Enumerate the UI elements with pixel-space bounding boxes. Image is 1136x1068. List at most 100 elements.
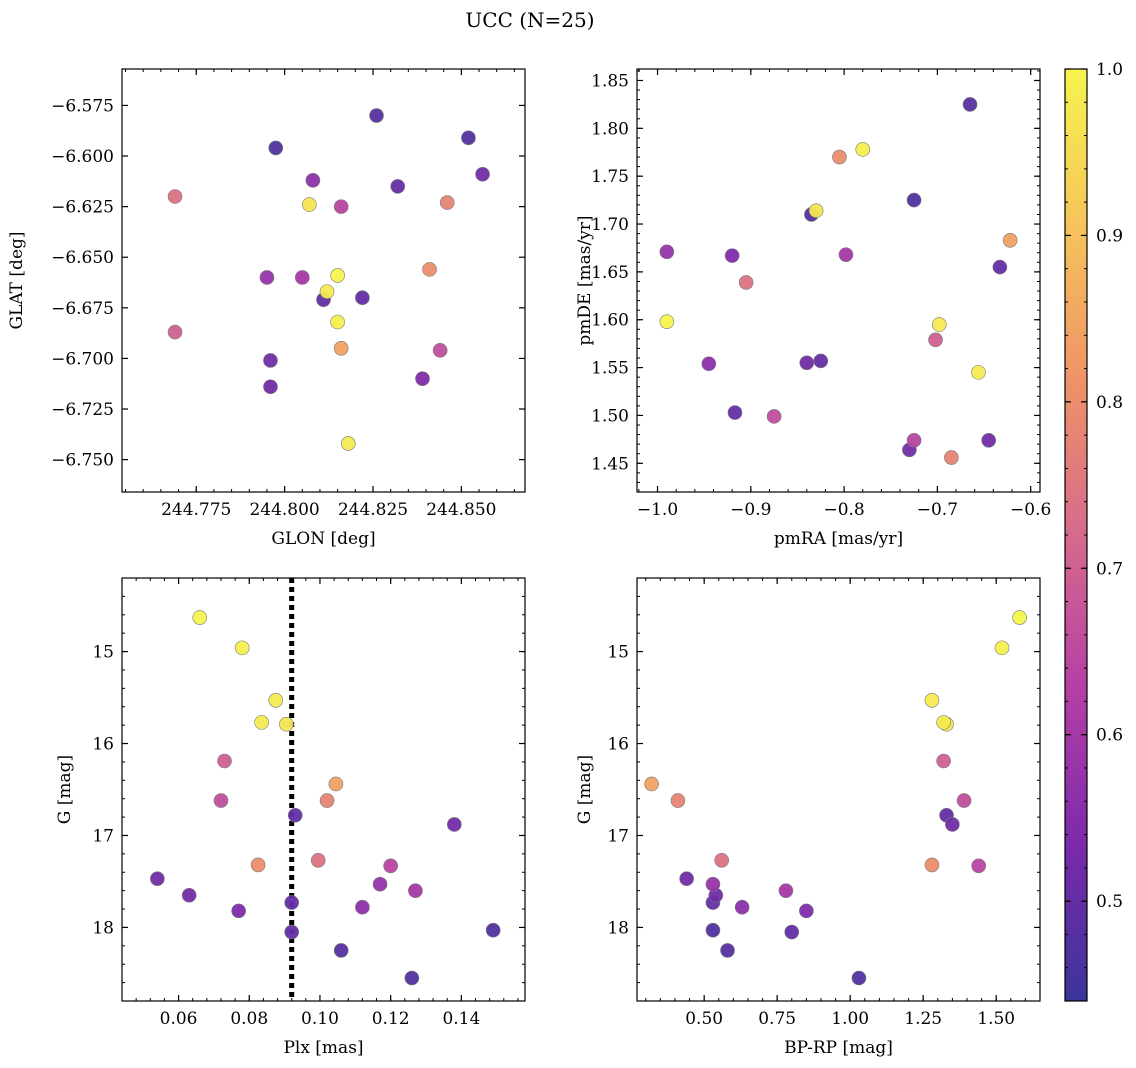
scatter-point bbox=[355, 899, 370, 915]
ticks bbox=[637, 577, 1041, 1002]
colorbar-gradient bbox=[1064, 68, 1088, 1002]
scatter-point bbox=[956, 793, 972, 808]
y-tick-label: 1.80 bbox=[591, 119, 629, 139]
scatter-point bbox=[333, 341, 349, 356]
scatter-point bbox=[369, 108, 384, 123]
y-tick-label: 18 bbox=[92, 918, 114, 938]
scatter-point bbox=[906, 433, 922, 448]
panel-glon-glat: 244.775 244.800 244.825 244.850 −6.575 −6.600… bbox=[7, 68, 526, 549]
scatter-point bbox=[330, 314, 345, 330]
scatter-point bbox=[981, 433, 996, 448]
scatter-point bbox=[408, 883, 423, 898]
y-tick-label: 17 bbox=[92, 826, 114, 846]
scatter-point bbox=[936, 715, 951, 730]
scatter-point bbox=[439, 195, 455, 210]
plot-frame bbox=[636, 68, 1041, 493]
scatter-point bbox=[659, 244, 675, 260]
scatter-point bbox=[330, 268, 345, 283]
scatter-point bbox=[778, 883, 794, 898]
y-tick-label: 1.50 bbox=[591, 406, 629, 426]
y-tick-label: 1.75 bbox=[591, 167, 629, 187]
scatter-point bbox=[302, 197, 317, 212]
scatter-point bbox=[838, 247, 854, 262]
scatter-point bbox=[485, 922, 501, 938]
scatter-point bbox=[192, 610, 208, 625]
y-tick-label: 17 bbox=[607, 826, 629, 846]
scatter-point bbox=[855, 142, 871, 157]
panels: 244.775 244.800 244.825 244.850 −6.575 −6.600… bbox=[7, 68, 1051, 1058]
scatter-point bbox=[279, 716, 294, 732]
scatter-point bbox=[390, 179, 406, 194]
scatter-point bbox=[724, 248, 740, 263]
scatter-point bbox=[799, 355, 815, 371]
scatter-point bbox=[284, 924, 299, 940]
y-tick-label: 1.45 bbox=[591, 454, 629, 474]
y-tick-label: 1.60 bbox=[591, 311, 629, 331]
y-tick-label: 15 bbox=[92, 643, 114, 663]
scatter-point bbox=[305, 173, 321, 188]
scatter-point bbox=[928, 332, 943, 348]
scatter-point bbox=[945, 817, 960, 832]
scatter-point bbox=[355, 290, 370, 306]
colorbar-tick-label: 0.8 bbox=[1096, 393, 1123, 413]
scatter-point bbox=[383, 858, 398, 874]
y-tick-label: 15 bbox=[607, 643, 629, 663]
scatter-point bbox=[799, 903, 814, 919]
colorbar: 0.5 0.6 0.7 0.8 0.9 1.0 bbox=[1064, 60, 1123, 1002]
plot-frame bbox=[636, 577, 1041, 1002]
x-tick-label: −0.8 bbox=[823, 500, 864, 520]
scatter-point bbox=[319, 284, 335, 299]
points bbox=[167, 108, 490, 451]
y-axis-label: GLAT [deg] bbox=[7, 231, 27, 329]
y-tick-label: −6.675 bbox=[51, 299, 114, 319]
x-tick-label: 244.825 bbox=[338, 500, 408, 520]
ticks bbox=[122, 69, 525, 492]
scatter-point bbox=[720, 943, 735, 958]
scatter-point bbox=[944, 450, 959, 465]
y-tick-label: 18 bbox=[607, 918, 629, 938]
scatter-point bbox=[213, 793, 229, 808]
scatter-point bbox=[738, 275, 754, 290]
scatter-point bbox=[231, 903, 246, 919]
scatter-point bbox=[432, 343, 448, 358]
x-tick-label: 0.12 bbox=[372, 1009, 410, 1029]
scatter-point bbox=[372, 876, 388, 892]
points bbox=[644, 610, 1027, 986]
scatter-point bbox=[679, 871, 694, 886]
colorbar-tick-label: 1.0 bbox=[1096, 60, 1123, 80]
scatter-point bbox=[404, 970, 420, 986]
scatter-point bbox=[150, 871, 165, 886]
scatter-point bbox=[705, 922, 721, 938]
scatter-point bbox=[644, 776, 659, 792]
x-tick-label: 1.25 bbox=[904, 1009, 942, 1029]
y-tick-label: −6.625 bbox=[51, 198, 114, 218]
panel-pmra-pmde: −1.0 −0.9 −0.8 −0.7 −0.6 1.45 1.50 1.55 1.60 1.65… bbox=[575, 68, 1051, 549]
x-tick-label: 1.50 bbox=[977, 1009, 1015, 1029]
y-tick-label: −6.650 bbox=[51, 248, 114, 268]
scatter-point bbox=[263, 353, 278, 368]
y-tick-label: −6.600 bbox=[51, 147, 114, 167]
scatter-point bbox=[971, 365, 986, 380]
scatter-point bbox=[294, 270, 310, 285]
colorbar-tick-label: 0.6 bbox=[1096, 726, 1123, 746]
x-tick-label: 0.14 bbox=[442, 1009, 480, 1029]
panel-bprp-g: 0.50 0.75 1.00 1.25 1.50 15 16 17 18 BP-RP [mag] G… bbox=[575, 577, 1041, 1058]
y-axis-label: G [mag] bbox=[55, 755, 75, 824]
y-tick-label: 1.55 bbox=[591, 359, 629, 379]
scatter-point bbox=[832, 149, 847, 165]
scatter-point bbox=[992, 259, 1008, 275]
scatter-point bbox=[851, 970, 867, 986]
scatter-point bbox=[475, 166, 490, 182]
scatter-point bbox=[259, 270, 275, 285]
y-axis-label: G [mag] bbox=[575, 755, 595, 824]
scatter-point bbox=[659, 314, 675, 329]
x-tick-label: 244.800 bbox=[249, 500, 319, 520]
x-axis-label: pmRA [mas/yr] bbox=[774, 529, 903, 549]
scatter-point bbox=[971, 858, 986, 874]
x-tick-label: 0.08 bbox=[230, 1009, 268, 1029]
scatter-point bbox=[906, 192, 922, 208]
scatter-point bbox=[931, 317, 947, 332]
x-tick-label: 0.50 bbox=[685, 1009, 723, 1029]
x-tick-label: 0.75 bbox=[758, 1009, 796, 1029]
